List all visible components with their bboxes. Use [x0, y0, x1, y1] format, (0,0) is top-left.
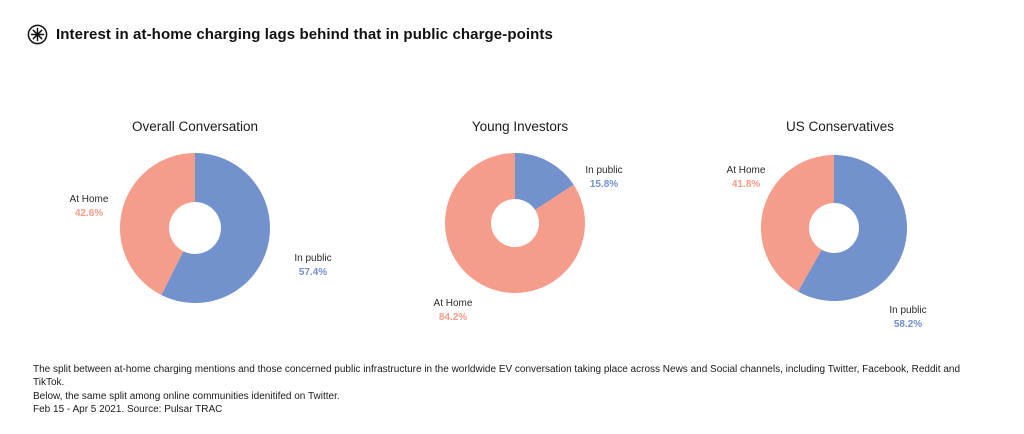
slice-pct-value: 58.2%: [893, 318, 923, 330]
chart-young-investors: Young Investors In public 15.8% At Home …: [370, 115, 670, 323]
slice-pct-value: 84.2%: [438, 311, 468, 323]
slice-label-text: At Home: [726, 165, 766, 176]
slice-label-text: In public: [889, 305, 927, 316]
chart-overall-conversation: Overall Conversation At Home 42.6% In pu…: [40, 115, 350, 303]
caption-line-3: Feb 15 - Apr 5 2021. Source: Pulsar TRAC: [33, 404, 223, 416]
donut-slice: [798, 155, 907, 301]
slice-label-at-home: At Home 42.6%: [56, 193, 122, 220]
donut-slice: [161, 153, 270, 303]
slice-label-in-public: In public 15.8%: [571, 164, 637, 191]
slice-label-at-home: At Home 84.2%: [420, 297, 486, 324]
slice-pct-value: 15.8%: [589, 178, 619, 190]
page-title: Interest in at-home charging lags behind…: [56, 26, 553, 43]
chart-title: Young Investors: [471, 119, 569, 134]
slice-label-text: At Home: [69, 194, 109, 205]
asterisk-logo-icon: [27, 24, 48, 45]
slice-label-at-home: At Home 41.8%: [713, 164, 779, 191]
donut-chart: [761, 155, 907, 301]
donut-slice: [119, 153, 195, 296]
slice-pct-value: 57.4%: [298, 266, 328, 278]
donut-chart: [445, 153, 585, 293]
chart-us-conservatives: US Conservatives At Home 41.8% In public…: [690, 115, 990, 330]
slice-pct-value: 41.8%: [731, 178, 761, 190]
chart-title: US Conservatives: [785, 119, 895, 134]
donut-chart: [119, 153, 270, 303]
caption-line-1: The split between at-home charging menti…: [33, 364, 961, 389]
header: Interest in at-home charging lags behind…: [27, 24, 553, 45]
slice-label-text: At Home: [433, 298, 473, 309]
slice-label-text: In public: [585, 165, 623, 176]
caption: The split between at-home charging menti…: [33, 363, 963, 417]
slice-pct-value: 42.6%: [74, 207, 104, 219]
slice-label-text: In public: [294, 253, 332, 264]
donut-slice: [761, 155, 834, 292]
donut-slice: [515, 153, 574, 210]
slice-label-in-public: In public 58.2%: [875, 304, 941, 331]
slice-label-in-public: In public 57.4%: [280, 252, 346, 279]
donut-slice: [445, 153, 585, 293]
chart-title: Overall Conversation: [131, 119, 259, 134]
caption-line-2: Below, the same split among online commu…: [33, 390, 340, 402]
